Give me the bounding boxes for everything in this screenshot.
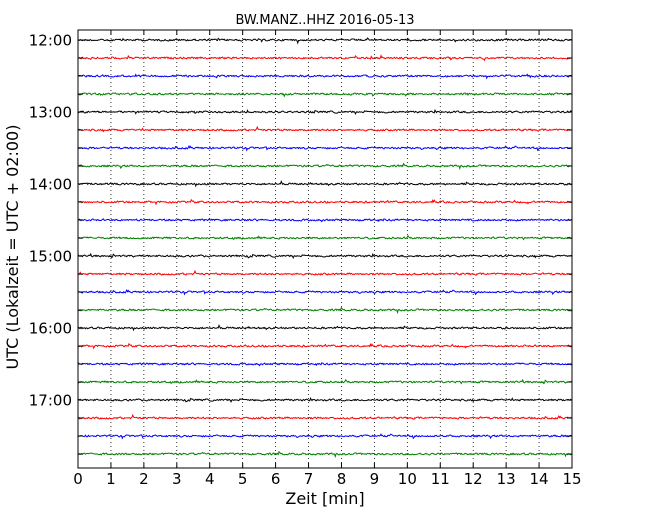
trace-line [77, 450, 572, 459]
y-tick-label: 14:00 [29, 176, 72, 194]
trace-line [77, 324, 572, 332]
trace-line [77, 108, 572, 115]
trace-line [77, 362, 572, 367]
trace-line [77, 413, 572, 420]
y-tick-label: 17:00 [29, 392, 72, 410]
x-tick-label: 7 [304, 470, 314, 488]
x-tick-label: 6 [271, 470, 281, 488]
chart-title: BW.MANZ..HHZ 2016-05-13 [235, 13, 414, 28]
x-tick-labels: 0 1 2 3 4 5 6 7 8 9 10 11 12 13 14 15 [73, 470, 581, 488]
trace-line [77, 162, 572, 171]
y-tick-label: 16:00 [29, 320, 72, 338]
trace-layer [77, 37, 572, 459]
trace-line [77, 125, 572, 133]
trace-line [77, 269, 572, 276]
y-tick-label: 13:00 [29, 104, 72, 122]
plot-frame [77, 29, 573, 469]
x-tick-label: 4 [205, 470, 215, 488]
x-tick-label: 3 [172, 470, 182, 488]
tick-layer [77, 30, 573, 468]
trace-line [77, 234, 572, 241]
trace-line [77, 342, 572, 350]
trace-line [77, 396, 572, 403]
trace-line [77, 180, 572, 188]
x-axis-label: Zeit [min] [285, 489, 364, 508]
x-tick-label: 1 [106, 470, 116, 488]
y-tick-label: 15:00 [29, 248, 72, 266]
y-tick-label: 12:00 [29, 32, 72, 50]
x-tick-label: 5 [238, 470, 248, 488]
trace-line [77, 218, 572, 223]
x-tick-label: 8 [337, 470, 347, 488]
y-axis-label: UTC (Lokalzeit = UTC + 02:00) [3, 125, 22, 370]
trace-line [77, 252, 572, 259]
x-tick-label: 15 [562, 470, 581, 488]
trace-line [77, 37, 572, 45]
x-tick-label: 9 [370, 470, 380, 488]
trace-line [77, 378, 572, 385]
trace-line [77, 53, 572, 62]
x-tick-label: 10 [398, 470, 417, 488]
trace-line [77, 92, 572, 98]
x-tick-label: 11 [431, 470, 450, 488]
trace-line [77, 306, 572, 315]
x-tick-label: 14 [530, 470, 549, 488]
x-tick-label: 13 [497, 470, 516, 488]
trace-line [77, 73, 572, 80]
x-tick-label: 0 [73, 470, 83, 488]
trace-line [77, 288, 572, 296]
x-tick-label: 2 [139, 470, 149, 488]
trace-line [77, 144, 572, 152]
x-tick-label: 12 [464, 470, 483, 488]
trace-line [77, 198, 572, 206]
trace-line [77, 433, 572, 440]
y-tick-labels: 12:00 13:00 14:00 15:00 16:00 17:00 [29, 32, 72, 410]
